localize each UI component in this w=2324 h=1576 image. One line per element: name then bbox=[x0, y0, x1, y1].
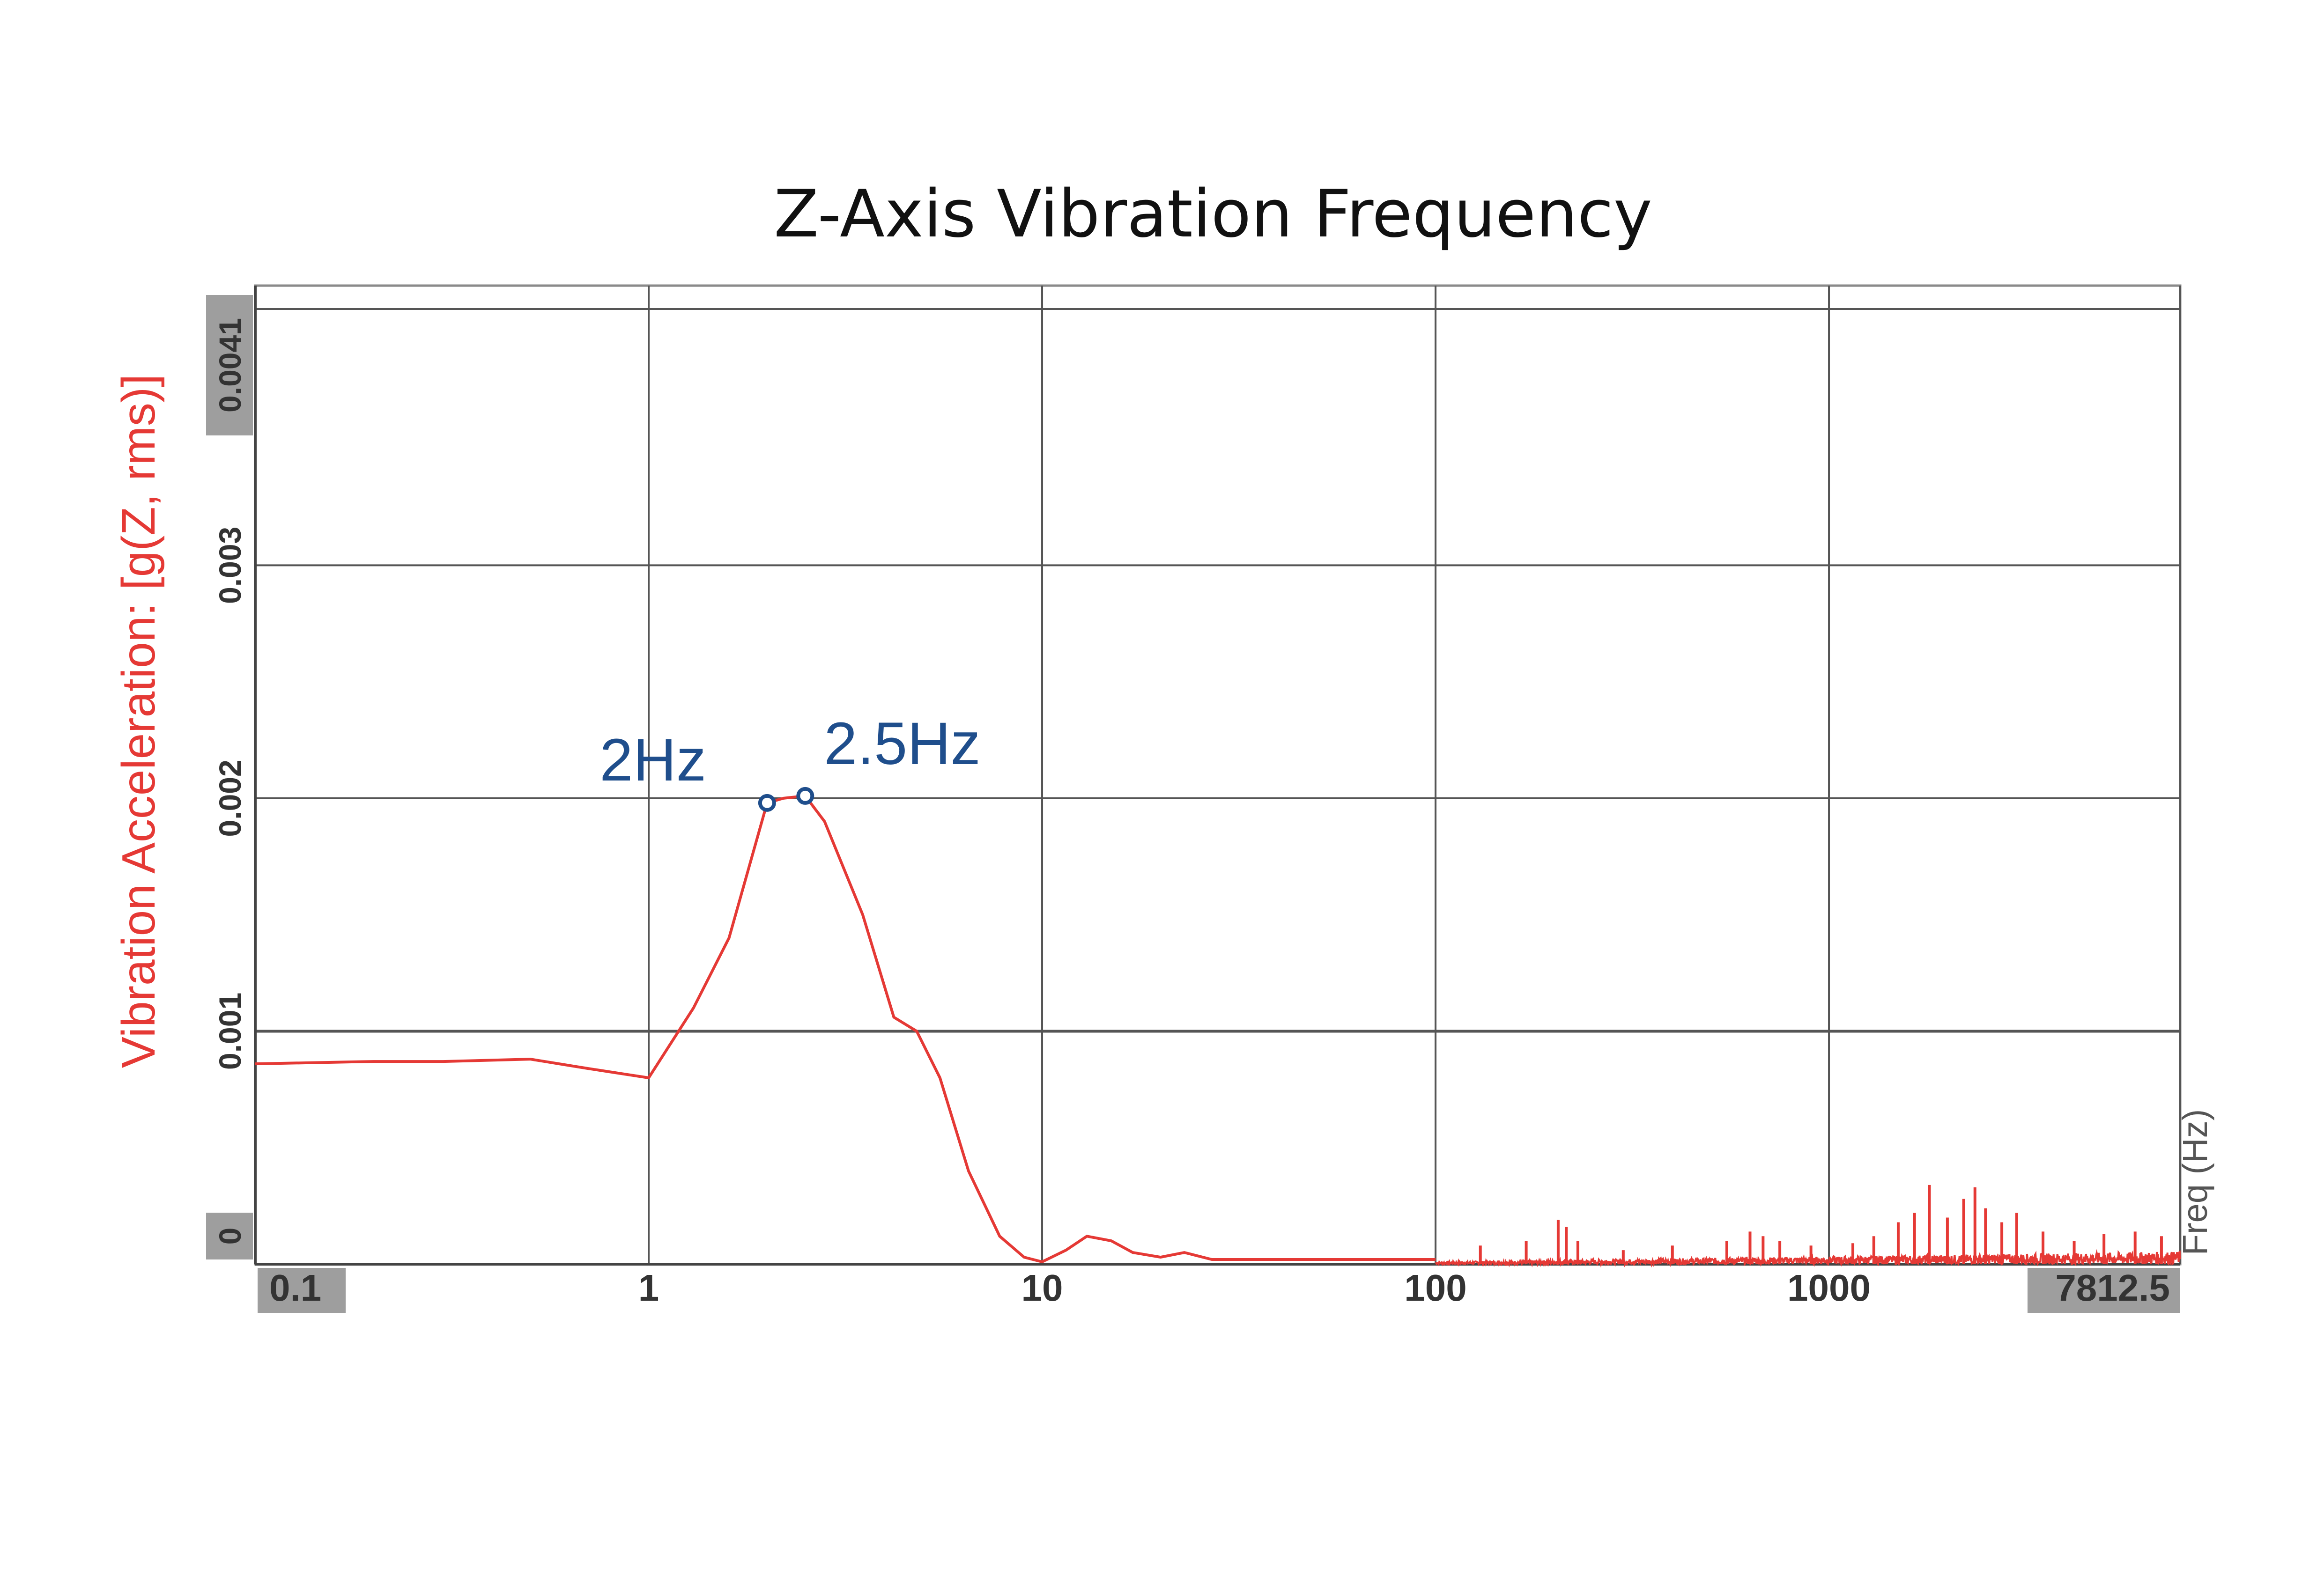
x-tick-box bbox=[2028, 1268, 2180, 1313]
plot-area: 0 0.001 0.002 0.003 0.0041 0.1 1 10 100 1000 7812.… bbox=[206, 284, 2182, 1313]
annotation-marker bbox=[796, 787, 814, 805]
x-tick-label: 1 bbox=[638, 1267, 659, 1309]
series-line bbox=[255, 794, 1436, 1263]
x-axis-label: Freq (Hz) bbox=[2176, 1109, 2214, 1255]
noise-floor bbox=[1435, 1249, 2181, 1268]
annotation-label: 2.5Hz bbox=[824, 710, 980, 777]
x-tick-label: 0.1 bbox=[269, 1267, 321, 1309]
annotation-marker bbox=[758, 794, 776, 812]
x-tick-label: 100 bbox=[1404, 1267, 1466, 1309]
y-tick-label: 0.001 bbox=[213, 993, 247, 1070]
y-tick-label: 0.003 bbox=[213, 527, 247, 604]
chart-title: Z-Axis Vibration Frequency bbox=[774, 176, 1652, 252]
x-tick-label: 7812.5 bbox=[2055, 1267, 2170, 1309]
annotation-label: 2Hz bbox=[600, 727, 706, 794]
y-tick-label: 0 bbox=[213, 1228, 247, 1245]
y-axis-label: Vibration Acceleration: [g(Z, rms)] bbox=[112, 374, 165, 1068]
y-tick-label: 0.0041 bbox=[213, 318, 247, 412]
y-tick-label: 0.002 bbox=[213, 759, 247, 837]
x-tick-box bbox=[258, 1268, 346, 1313]
x-tick-label: 10 bbox=[1021, 1267, 1063, 1309]
plot-frame bbox=[254, 284, 2182, 1266]
y-tick-box bbox=[206, 1213, 253, 1259]
x-tick-label: 1000 bbox=[1787, 1267, 1871, 1309]
y-tick-box bbox=[206, 295, 253, 435]
